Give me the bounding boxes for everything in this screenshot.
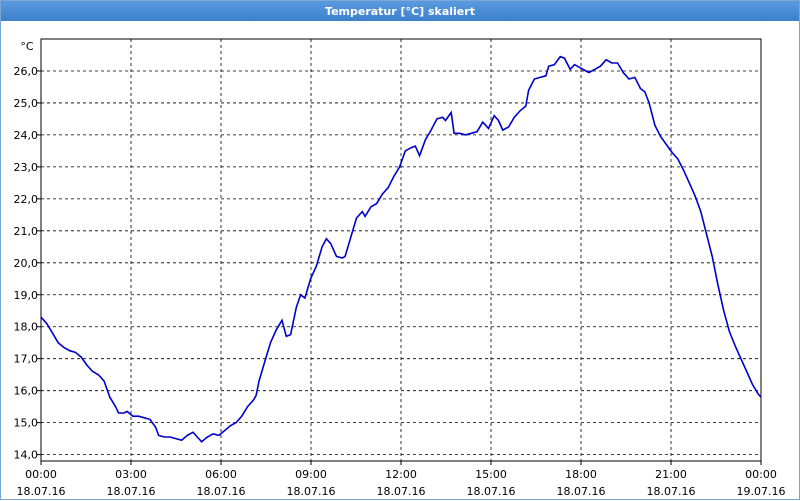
y-axis-unit-label: °C <box>20 40 34 53</box>
y-tick-label: 20,0 <box>14 257 39 270</box>
x-tick-time-label: 06:00 <box>205 468 237 481</box>
x-tick-time-label: 03:00 <box>115 468 147 481</box>
x-tick-date-label: 19.07.16 <box>737 485 786 498</box>
y-tick-label: 17,0 <box>14 353 39 366</box>
x-tick-date-label: 18.07.16 <box>467 485 516 498</box>
y-tick-label: 18,0 <box>14 321 39 334</box>
window-title: Temperatur [°C] skaliert <box>1 1 799 21</box>
y-tick-label: 25,0 <box>14 97 39 110</box>
y-tick-label: 14,0 <box>14 449 39 462</box>
x-tick-date-label: 18.07.16 <box>557 485 606 498</box>
x-tick-date-label: 18.07.16 <box>647 485 696 498</box>
y-tick-label: 26,0 <box>14 65 39 78</box>
x-tick-time-label: 15:00 <box>475 468 507 481</box>
y-axis-ticks: 14,0 15,0 16,0 17,0 18,0 19,0 20,0 21,0 22,0 23,0… <box>14 65 41 462</box>
y-tick-label: 22,0 <box>14 193 39 206</box>
x-tick-time-label: 12:00 <box>385 468 417 481</box>
y-tick-label: 24,0 <box>14 129 39 142</box>
temperature-series-line <box>40 55 762 443</box>
y-tick-label: 15,0 <box>14 417 39 430</box>
x-tick-time-label: 21:00 <box>655 468 687 481</box>
grid-lines <box>41 39 761 461</box>
y-tick-label: 19,0 <box>14 289 39 302</box>
x-tick-time-label: 09:00 <box>295 468 327 481</box>
y-tick-label: 16,0 <box>14 385 39 398</box>
y-tick-label: 23,0 <box>14 161 39 174</box>
x-tick-time-label: 00:00 <box>25 468 57 481</box>
x-tick-date-label: 18.07.16 <box>17 485 66 498</box>
y-tick-label: 21,0 <box>14 225 39 238</box>
x-tick-date-label: 18.07.16 <box>287 485 336 498</box>
x-tick-time-label: 00:00 <box>745 468 777 481</box>
x-tick-date-label: 18.07.16 <box>107 485 156 498</box>
x-tick-date-label: 18.07.16 <box>197 485 246 498</box>
x-tick-time-label: 18:00 <box>565 468 597 481</box>
x-axis-ticks: 00:00 18.07.16 03:00 18.07.16 06:00 18.07.16 0… <box>17 461 786 498</box>
x-tick-date-label: 18.07.16 <box>377 485 426 498</box>
